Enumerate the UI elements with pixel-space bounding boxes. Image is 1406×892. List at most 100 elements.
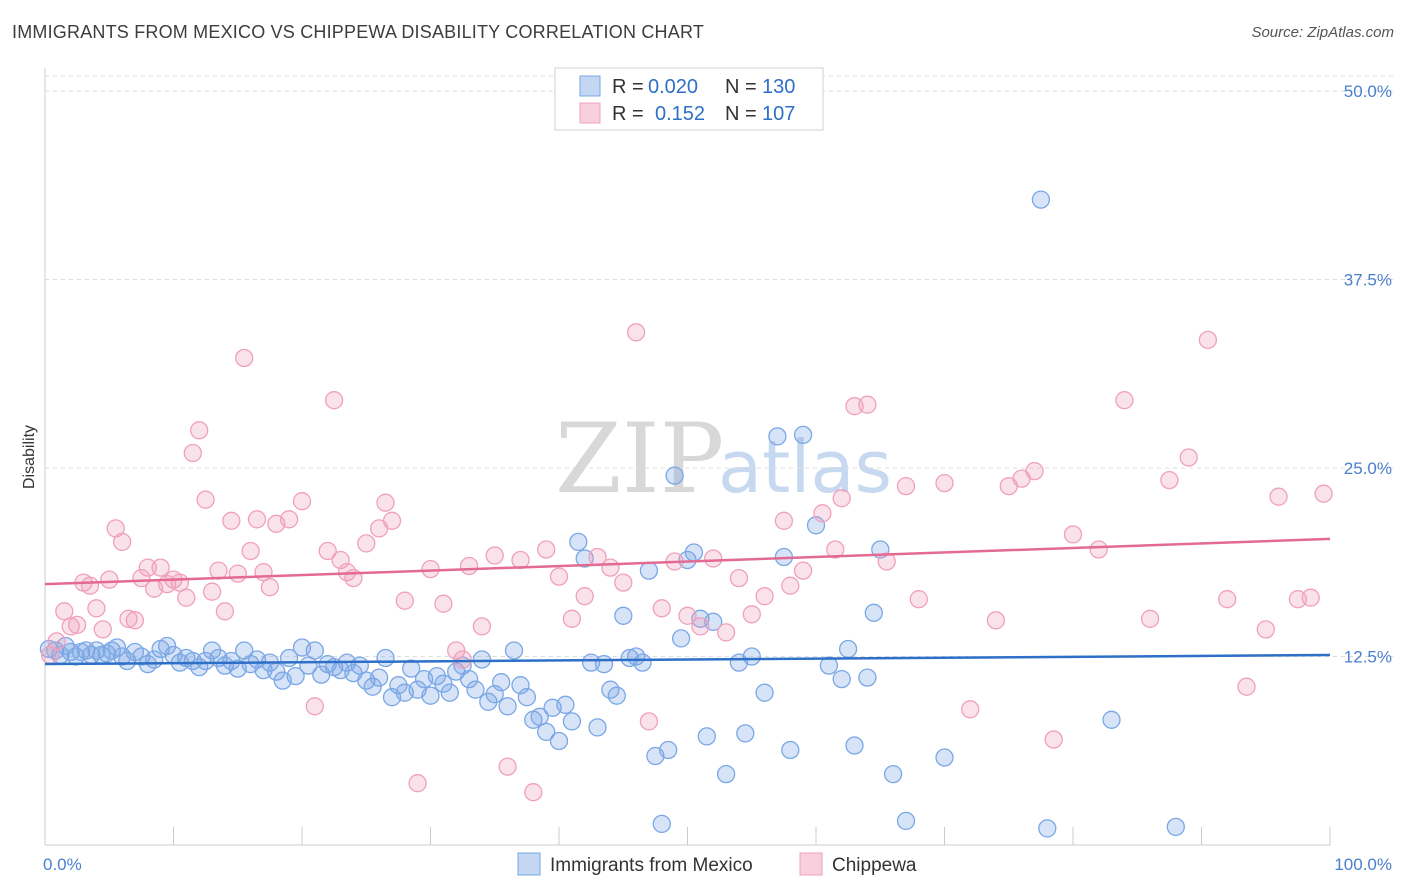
mexico-point-120 <box>845 736 864 755</box>
chippewa-point-28 <box>222 511 241 530</box>
mexico-point-99 <box>659 740 678 760</box>
mexico-point-89 <box>594 654 614 674</box>
chippewa-point-80 <box>793 561 813 580</box>
mexico-point-41 <box>286 666 305 686</box>
mexico-point-124 <box>883 764 903 784</box>
mexico-point-83 <box>556 695 575 714</box>
chippewa-point-85 <box>858 395 877 414</box>
chippewa-point-106 <box>1269 487 1288 506</box>
mexico-point-57 <box>389 676 408 695</box>
chippewa-point-62 <box>562 609 582 628</box>
trendlines <box>44 537 1331 666</box>
mexico-point-105 <box>697 727 716 746</box>
legend-n-label-pink: N = <box>725 103 757 125</box>
chippewa-point-94 <box>1025 461 1044 481</box>
chippewa-point-71 <box>678 606 697 625</box>
chippewa-point-49 <box>408 774 427 793</box>
chippewa-point-63 <box>575 587 594 606</box>
chippewa-point-46 <box>376 493 395 512</box>
mexico-point-127 <box>1031 190 1051 209</box>
chippewa-point-9 <box>100 570 119 589</box>
mexico-point-128 <box>1038 819 1057 838</box>
mexico-point-62 <box>421 686 440 705</box>
mexico-point-98 <box>652 814 671 834</box>
mexico-point-21 <box>157 636 177 656</box>
y-tick-label-0: 12.5% <box>1344 648 1392 667</box>
chippewa-point-1 <box>47 632 66 651</box>
chippewa-point-25 <box>202 582 222 601</box>
legend-r-label-blue: R = <box>612 76 644 98</box>
legend-bottom-label-blue: Immigrants from Mexico <box>550 855 753 876</box>
mexico-point-31 <box>222 651 241 671</box>
chippewa-point-78 <box>774 511 794 530</box>
y-tick-label-1: 25.0% <box>1344 459 1392 478</box>
mexico-point-84 <box>562 712 582 731</box>
chippewa-point-100 <box>1160 470 1179 490</box>
chippewa-point-81 <box>813 504 832 523</box>
mexico-point-129 <box>1102 710 1121 729</box>
chippewa-point-57 <box>498 757 517 776</box>
mexico-point-107 <box>716 764 736 784</box>
chippewa-point-73 <box>704 549 723 568</box>
chippewa-point-15 <box>138 558 157 577</box>
x-tick-labels: 0.0% 100.0% <box>43 855 1392 874</box>
chippewa-point-21 <box>177 588 196 607</box>
legend-n-label-blue: N = <box>725 76 757 98</box>
chippewa-point-91 <box>986 611 1006 630</box>
x-tick-label-0: 0.0% <box>43 855 82 874</box>
chippewa-point-109 <box>1314 484 1333 503</box>
x-tick-label-1: 100.0% <box>1334 855 1392 874</box>
chippewa-point-8 <box>93 620 112 639</box>
mexico-point-109 <box>736 724 755 743</box>
legend-bottom-swatch-pink <box>799 852 823 876</box>
chippewa-point-40 <box>324 391 344 410</box>
chippewa-point-29 <box>228 564 247 583</box>
chippewa-point-33 <box>254 562 273 582</box>
mexico-point-12 <box>102 641 121 660</box>
mexico-point-44 <box>305 641 324 660</box>
mexico-point-82 <box>549 731 569 751</box>
chippewa-point-72 <box>691 617 710 636</box>
chippewa-point-67 <box>626 323 646 342</box>
chippewa-point-54 <box>459 556 479 576</box>
chippewa-point-51 <box>434 594 453 613</box>
mexico-point-119 <box>838 639 858 659</box>
chippewa-point-11 <box>112 532 132 552</box>
chippewa-point-104 <box>1237 677 1256 696</box>
chippewa-point-102 <box>1198 330 1218 350</box>
chippewa-point-24 <box>196 490 215 509</box>
chippewa-point-47 <box>382 511 402 530</box>
mexico-point-63 <box>427 666 447 686</box>
chippewa-point-95 <box>1044 730 1063 749</box>
chippewa-point-23 <box>190 421 209 440</box>
chippewa-point-59 <box>524 783 543 802</box>
chippewa-point-97 <box>1089 540 1108 559</box>
chippewa-point-32 <box>247 510 267 529</box>
chippewa-point-98 <box>1115 391 1134 410</box>
legend-bottom-swatch-blue <box>517 852 541 876</box>
mexico-point-88 <box>588 718 607 737</box>
chippewa-point-77 <box>755 587 774 606</box>
chippewa-point-17 <box>151 558 170 577</box>
mexico-point-59 <box>402 659 421 678</box>
y-tick-labels: 12.5% 25.0% 37.5% 50.0% <box>1344 82 1392 666</box>
legend-n-value-pink: 107 <box>762 103 795 125</box>
chippewa-point-22 <box>183 443 202 463</box>
mexico-point-114 <box>781 740 800 760</box>
watermark: ZIP atlas <box>555 403 892 515</box>
legend-r-label-pink: R = <box>612 103 644 125</box>
legend-top: R = 0.020 N = 130 R = 0.152 N = 107 <box>554 67 824 131</box>
mexico-point-95 <box>633 653 652 672</box>
mexico-point-125 <box>896 811 916 831</box>
mexico-point-96 <box>639 561 659 580</box>
source-label: Source: ZipAtlas.com <box>1251 24 1394 41</box>
mexico-point-13 <box>107 638 127 657</box>
legend-swatch-blue <box>579 75 601 97</box>
mexico-point-130 <box>1166 817 1185 837</box>
chippewa-point-55 <box>472 617 492 636</box>
mexico-point-75 <box>504 641 524 660</box>
chippewa-point-105 <box>1256 620 1275 639</box>
chippewa-point-88 <box>909 590 928 609</box>
chippewa-point-26 <box>209 561 228 580</box>
